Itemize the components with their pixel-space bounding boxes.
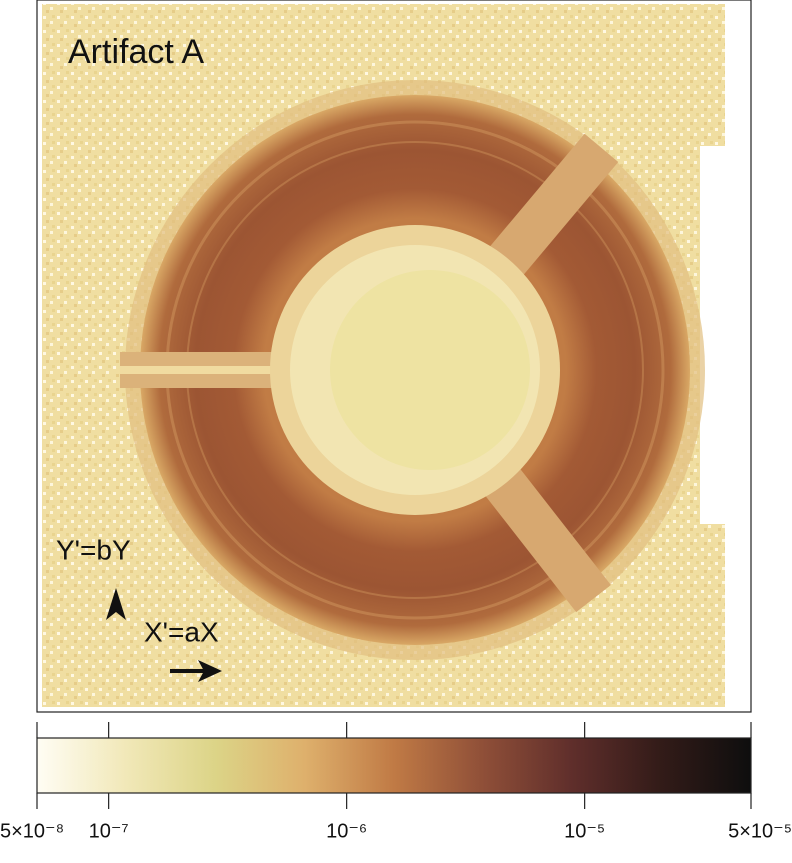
annotation: Y'=bY [56,534,131,565]
annotation: X'=aX [144,616,219,647]
tick-label: 5×10⁻⁵ [728,820,792,842]
tick-label: 5×10⁻⁸ [0,820,64,842]
tick-label: 10⁻⁵ [564,820,605,842]
chart-title: Artifact A [68,33,204,71]
tick-label: 10⁻⁶ [326,820,367,842]
heatmap-image [36,0,752,713]
colorbar [36,737,752,794]
tick-label: 10⁻⁷ [89,820,129,842]
